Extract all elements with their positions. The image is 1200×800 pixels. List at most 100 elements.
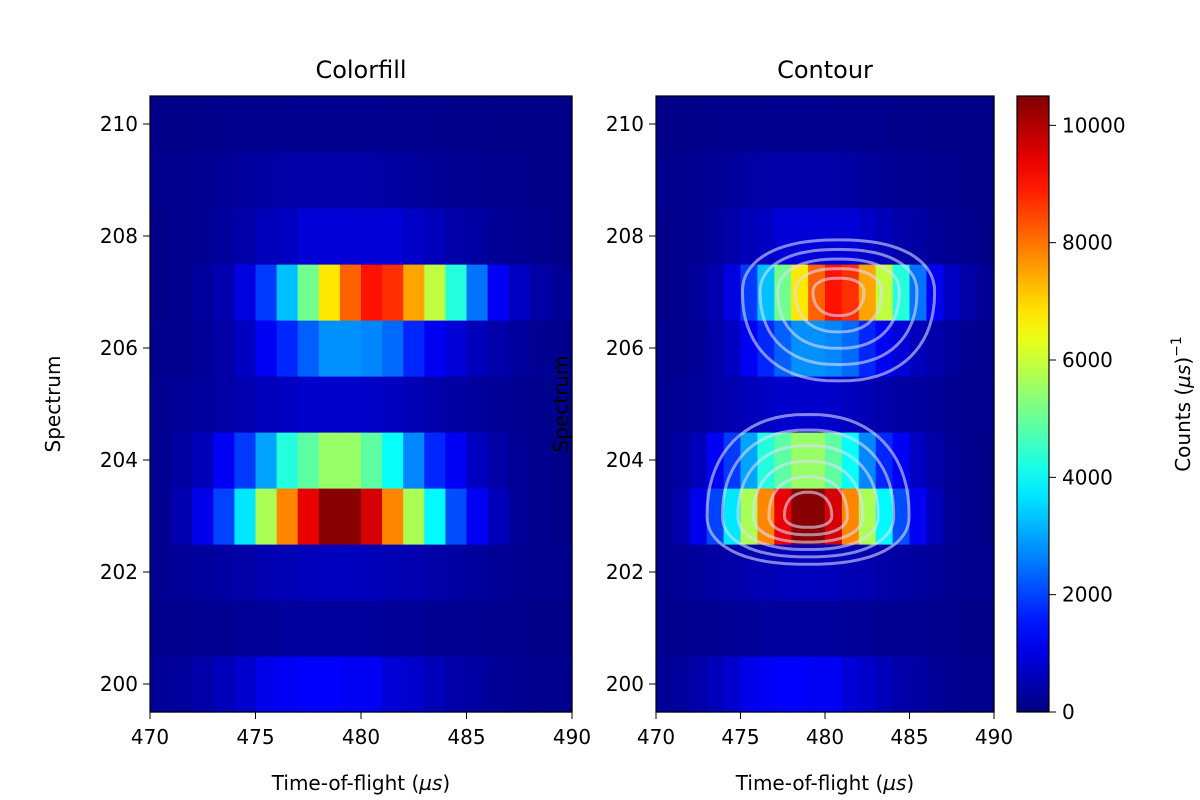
heatmap-cell: [943, 432, 961, 489]
heatmap-cell: [858, 152, 877, 209]
heatmap-cell: [960, 488, 978, 545]
heatmap-cell: [943, 488, 961, 545]
heatmap-cell: [487, 600, 510, 657]
heatmap-cell: [382, 488, 404, 545]
heatmap-cell: [960, 96, 978, 153]
heatmap-cell: [171, 376, 193, 433]
heatmap-cell: [892, 656, 911, 713]
heatmap-cell: [909, 432, 927, 489]
heatmap-cell: [276, 432, 299, 489]
heatmap-cell: [361, 600, 383, 657]
heatmap-cell: [774, 152, 792, 209]
heatmap-cell: [841, 600, 860, 657]
heatmap-cell: [445, 320, 468, 377]
heatmap-cell: [960, 208, 978, 265]
heatmap-cell: [255, 656, 278, 713]
heatmap-cell: [943, 320, 961, 377]
x-tick-label: 480: [342, 725, 380, 749]
heatmap-cell: [234, 264, 257, 321]
heatmap-cell: [943, 264, 961, 321]
heatmap-cell: [774, 600, 792, 657]
heatmap-cell: [875, 208, 894, 265]
heatmap-cell: [276, 656, 299, 713]
heatmap-cell: [403, 320, 425, 377]
heatmap-cell: [318, 264, 341, 321]
contour-line: [751, 459, 865, 544]
contour-line: [740, 238, 937, 383]
heatmap-cell: [723, 376, 742, 433]
heatmap-cell: [892, 96, 911, 153]
heatmap-cell: [255, 432, 278, 489]
heatmap-cell: [403, 376, 425, 433]
heatmap-cell: [403, 208, 425, 265]
heatmap-cell: [706, 152, 725, 209]
heatmap-cell: [213, 488, 235, 545]
colorbar-label: Counts (µs)−1: [1169, 336, 1195, 472]
heatmap-cell: [791, 376, 809, 433]
heatmap-cell: [255, 264, 278, 321]
heatmap-cell: [339, 208, 362, 265]
heatmap-cell: [550, 264, 573, 321]
heatmap-cell: [192, 656, 214, 713]
heatmap-cell: [487, 544, 510, 601]
heatmap-cell: [689, 600, 708, 657]
heatmap-cell: [424, 320, 446, 377]
x-tick-label: 475: [721, 725, 759, 749]
heatmap-cell: [234, 432, 257, 489]
heatmap-cell: [192, 208, 214, 265]
colorfill-xlabel: Time-of-flight (µs): [271, 771, 450, 795]
heatmap-cell: [926, 208, 944, 265]
heatmap-cell: [706, 656, 725, 713]
heatmap-cell: [150, 432, 172, 489]
heatmap-cell: [255, 600, 278, 657]
heatmap-cell: [858, 376, 877, 433]
heatmap-cell: [213, 656, 235, 713]
heatmap-cell: [550, 656, 573, 713]
heatmap-cell: [977, 96, 995, 153]
heatmap-cell: [774, 544, 792, 601]
heatmap-cell: [297, 152, 320, 209]
heatmap-cell: [740, 432, 758, 489]
heatmap-cell: [875, 96, 894, 153]
heatmap-cell: [977, 544, 995, 601]
heatmap-cell: [808, 656, 826, 713]
heatmap-cell: [508, 96, 531, 153]
heatmap-cell: [445, 208, 468, 265]
colorbar-tick-label: 10000: [1062, 113, 1126, 137]
y-tick-label: 210: [606, 112, 644, 136]
heatmap-cell: [529, 96, 552, 153]
colorbar-ticks: 0 2000 4000 6000 8000 10000: [1049, 113, 1126, 724]
heatmap-cell: [150, 320, 172, 377]
heatmap-cell: [943, 656, 961, 713]
heatmap-cell: [825, 656, 843, 713]
heatmap-cell: [977, 656, 995, 713]
contour-ylabel: Spectrum: [549, 356, 573, 453]
heatmap-cell: [841, 208, 860, 265]
heatmap-cell: [808, 152, 826, 209]
heatmap-cell: [909, 600, 927, 657]
contour-heatmap: [656, 96, 995, 713]
heatmap-cell: [825, 152, 843, 209]
heatmap-cell: [825, 264, 843, 321]
heatmap-cell: [977, 208, 995, 265]
heatmap-cell: [234, 600, 257, 657]
heatmap-cell: [791, 600, 809, 657]
heatmap-cell: [808, 96, 826, 153]
heatmap-cell: [192, 376, 214, 433]
heatmap-cell: [466, 432, 489, 489]
y-tick-label: 206: [606, 336, 644, 360]
heatmap-cell: [529, 320, 552, 377]
heatmap-cell: [213, 208, 235, 265]
heatmap-cell: [318, 488, 341, 545]
heatmap-cell: [689, 96, 708, 153]
heatmap-cell: [213, 152, 235, 209]
contour-line: [811, 276, 866, 318]
heatmap-cell: [192, 264, 214, 321]
heatmap-cell: [909, 208, 927, 265]
heatmap-cell: [960, 432, 978, 489]
heatmap-cell: [672, 432, 691, 489]
heatmap-cell: [740, 152, 758, 209]
heatmap-cell: [171, 264, 193, 321]
heatmap-cell: [466, 544, 489, 601]
heatmap-cell: [825, 208, 843, 265]
